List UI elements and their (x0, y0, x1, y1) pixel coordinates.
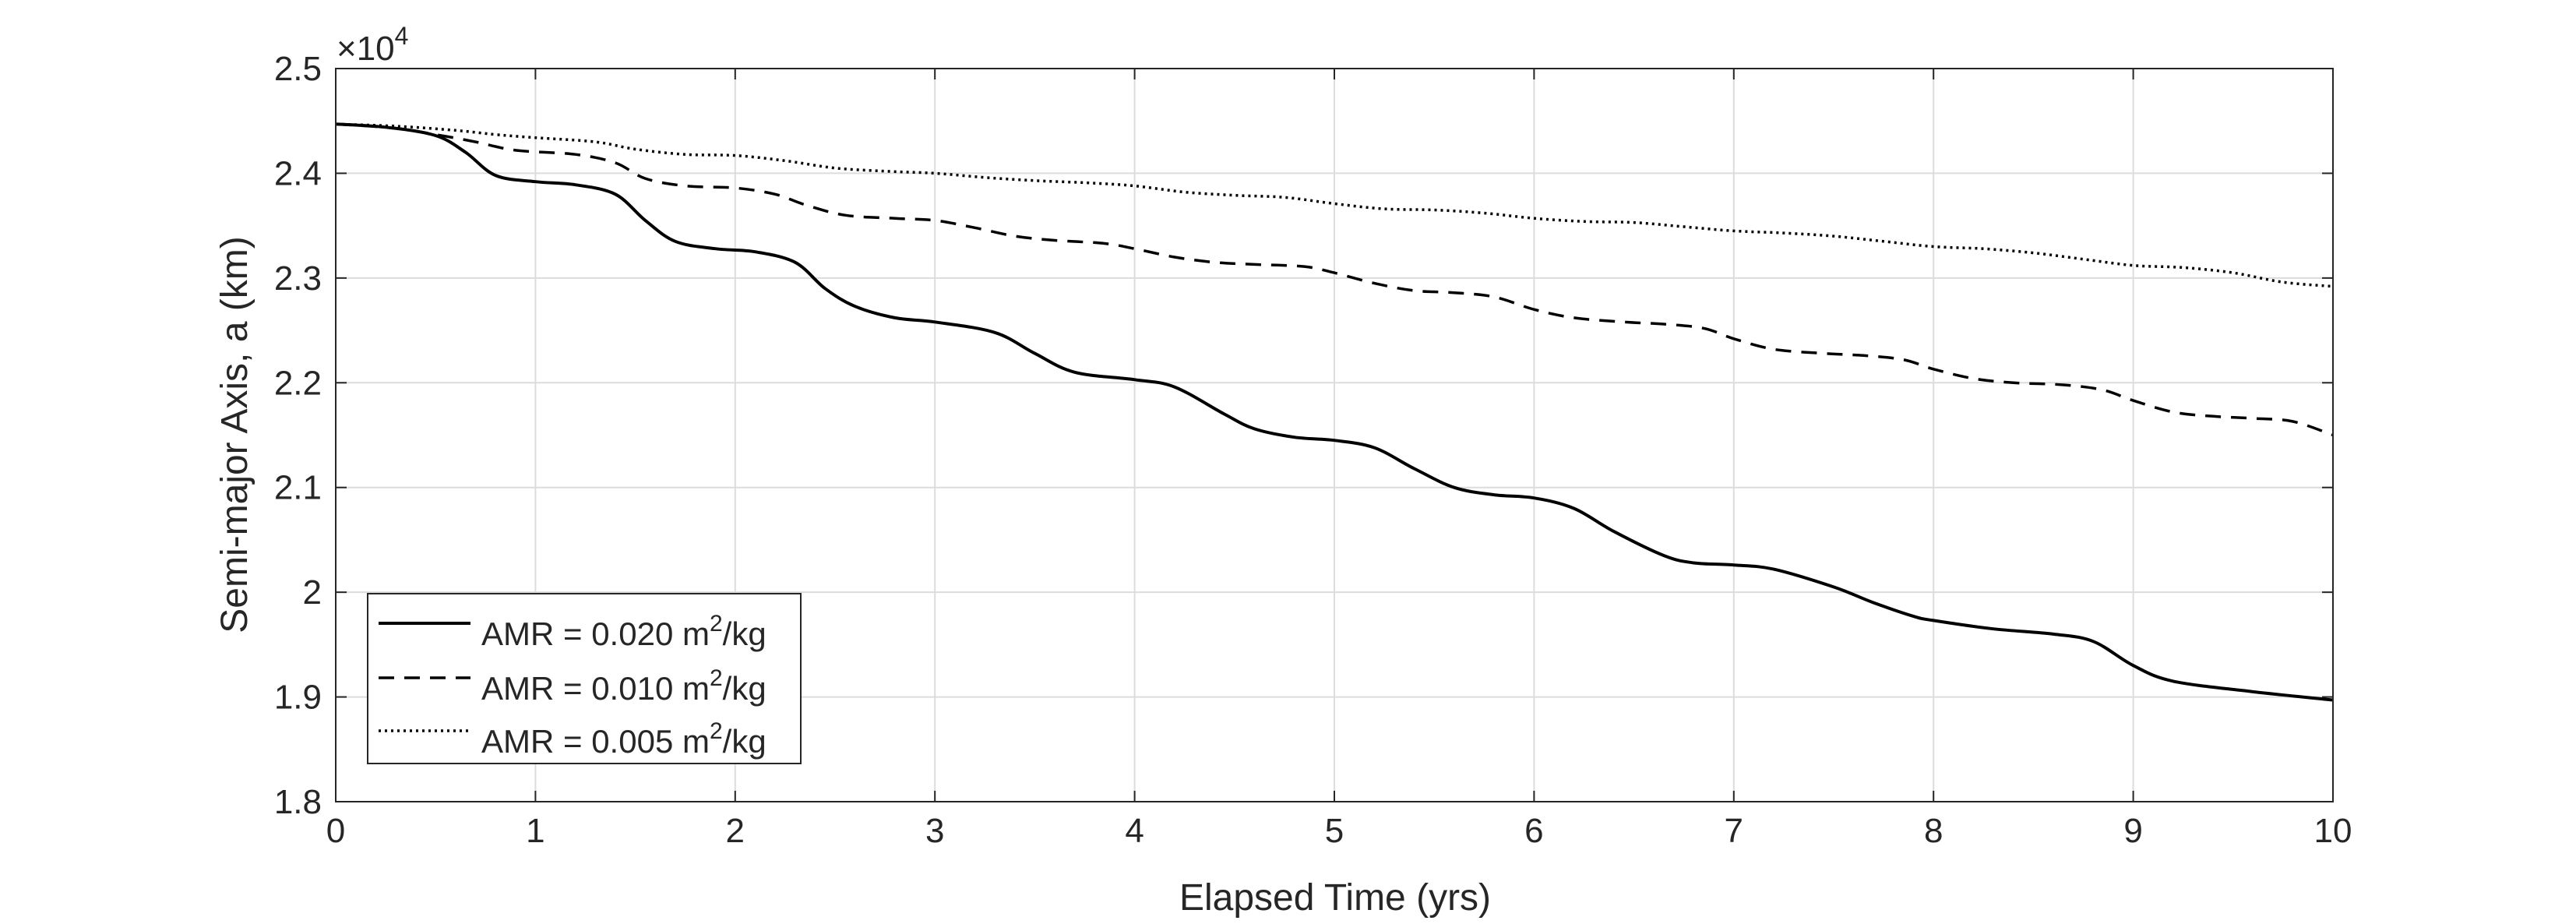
plot-frame (335, 68, 2334, 802)
legend-label-sup: 2 (710, 611, 723, 637)
y-tick-label: 2.3 (274, 259, 322, 298)
legend-label-suffix: /kg (723, 723, 766, 760)
x-tick-label: 2 (726, 812, 745, 850)
legend: AMR = 0.020 m2/kg AMR = 0.010 m2/kg AMR … (367, 593, 802, 764)
y-axis-label: Semi-major Axis, a (km) (214, 236, 255, 633)
legend-label: AMR = 0.005 m (481, 723, 710, 760)
series-line-dotted (335, 122, 2334, 288)
y-tick-label: 2.5 (274, 50, 322, 88)
x-tick-label: 5 (1325, 812, 1344, 850)
x-tick-label: 8 (1924, 812, 1943, 850)
series-lines (335, 122, 2334, 702)
x-tick-label: 4 (1125, 812, 1144, 850)
legend-label-suffix: /kg (723, 670, 766, 707)
legend-label: AMR = 0.010 m (481, 670, 710, 707)
legend-entry: AMR = 0.005 m2/kg (379, 718, 766, 760)
y-tick-label: 2.2 (274, 364, 322, 402)
y-exponent-base: ×10 (337, 30, 395, 68)
series-line-solid (335, 122, 2334, 702)
x-tick-label: 1 (526, 812, 544, 850)
x-tick-label: 3 (925, 812, 944, 850)
series-line-dashed (335, 122, 2334, 437)
svg-text:×104: ×104 (337, 22, 408, 68)
legend-entry: AMR = 0.010 m2/kg (379, 665, 766, 707)
y-tick-label: 2.1 (274, 469, 322, 507)
y-exponent-power: 4 (395, 22, 409, 50)
y-exponent-label: ×104 (337, 22, 408, 68)
x-tick-labels: 0 1 2 3 4 5 6 7 8 9 10 (326, 812, 2352, 850)
x-tick-label: 9 (2123, 812, 2142, 850)
svg-text:AMR = 0.020 m2/kg: AMR = 0.020 m2/kg (481, 611, 766, 652)
legend-label: AMR = 0.020 m (481, 615, 710, 652)
y-tick-label: 1.9 (274, 679, 322, 717)
legend-label-suffix: /kg (723, 615, 766, 652)
svg-text:AMR = 0.010 m2/kg: AMR = 0.010 m2/kg (481, 665, 766, 707)
y-tick-labels: 1.8 1.9 2 2.1 2.2 2.3 2.4 2.5 (274, 50, 322, 821)
x-tick-label: 10 (2314, 812, 2352, 850)
legend-label-sup: 2 (710, 665, 723, 691)
x-tick-label: 7 (1725, 812, 1743, 850)
x-axis-label: Elapsed Time (yrs) (1179, 877, 1491, 919)
axes (335, 68, 2334, 802)
legend-entry: AMR = 0.020 m2/kg (379, 611, 766, 652)
x-tick-label: 0 (326, 812, 345, 850)
x-tick-label: 6 (1524, 812, 1543, 850)
y-tick-label: 1.8 (274, 783, 322, 821)
y-tick-label: 2.4 (274, 154, 322, 192)
legend-label-sup: 2 (710, 718, 723, 744)
y-tick-label: 2 (303, 573, 322, 612)
svg-text:AMR = 0.005 m2/kg: AMR = 0.005 m2/kg (481, 718, 766, 760)
